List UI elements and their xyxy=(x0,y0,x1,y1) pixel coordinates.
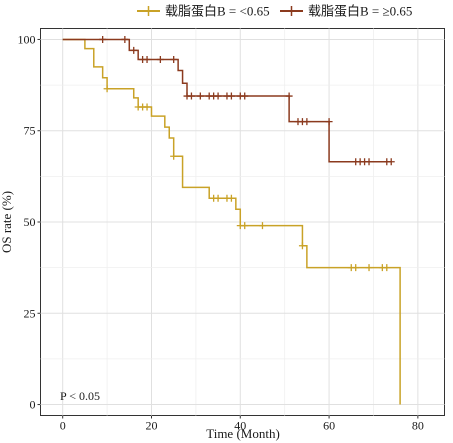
censor-mark-series-1 xyxy=(298,242,306,250)
legend-label-series-2: 载脂蛋白B = ≥0.65 xyxy=(308,4,412,19)
censor-mark-series-1 xyxy=(170,152,178,160)
censor-mark-series-1 xyxy=(365,264,373,272)
censor-mark-series-1 xyxy=(352,264,360,272)
series-layer xyxy=(62,35,401,405)
x-tick-label: 40 xyxy=(234,419,246,433)
axis-ticks: 0 20 40 60 80 0 25 50 75 100 xyxy=(18,32,424,432)
censor-mark-series-2 xyxy=(156,56,164,64)
censor-mark-series-1 xyxy=(103,85,111,93)
x-tick-label: 60 xyxy=(323,419,335,433)
censor-mark-series-1 xyxy=(241,222,249,230)
p-value-annotation: P < 0.05 xyxy=(60,389,100,403)
y-axis-title: OS rate (%) xyxy=(0,191,14,253)
legend-label-series-1: 载脂蛋白B = <0.65 xyxy=(165,4,270,19)
censor-mark-series-2 xyxy=(187,92,195,100)
censor-mark-series-2 xyxy=(227,92,235,100)
y-tick-label: 0 xyxy=(30,398,36,412)
censor-mark-series-2 xyxy=(214,92,222,100)
y-tick-label: 50 xyxy=(24,215,36,229)
x-axis-title: Time (Month) xyxy=(206,426,280,441)
censor-mark-series-1 xyxy=(214,194,222,202)
x-tick-label: 20 xyxy=(145,419,157,433)
y-tick-label: 100 xyxy=(18,32,36,46)
censor-mark-series-2 xyxy=(143,56,151,64)
legend-item-series-2: 载脂蛋白B = ≥0.65 xyxy=(280,4,412,19)
x-tick-label: 80 xyxy=(412,419,424,433)
censor-mark-series-2 xyxy=(241,92,249,100)
censor-mark-series-2 xyxy=(325,118,333,126)
legend: 载脂蛋白B = <0.65 载脂蛋白B = ≥0.65 xyxy=(137,4,412,19)
censor-mark-series-2 xyxy=(387,158,395,166)
censor-mark-series-1 xyxy=(258,222,266,230)
censor-mark-series-1 xyxy=(383,264,391,272)
y-tick-label: 75 xyxy=(24,124,36,138)
censor-mark-series-2 xyxy=(121,35,129,43)
y-tick-label: 25 xyxy=(24,306,36,320)
x-tick-label: 0 xyxy=(60,419,66,433)
censor-mark-series-2 xyxy=(303,118,311,126)
censor-mark-series-2 xyxy=(285,92,293,100)
censor-mark-series-2 xyxy=(99,35,107,43)
censor-mark-series-2 xyxy=(170,56,178,64)
censor-mark-series-2 xyxy=(130,46,138,54)
legend-item-series-1: 载脂蛋白B = <0.65 xyxy=(137,4,270,19)
censor-mark-series-2 xyxy=(365,158,373,166)
censor-mark-series-2 xyxy=(196,92,204,100)
censor-mark-series-1 xyxy=(143,103,151,111)
censor-mark-series-1 xyxy=(227,194,235,202)
